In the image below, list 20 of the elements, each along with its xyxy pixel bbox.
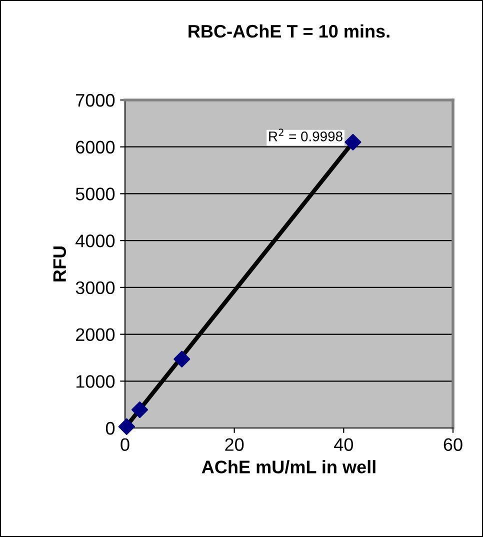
point <box>118 418 135 435</box>
x-tick-label: 60 <box>444 438 462 451</box>
x-tick-label: 40 <box>334 438 354 451</box>
x-axis-title: AChE mU/mL in well <box>202 460 376 474</box>
y-tick-label: 4000 <box>76 234 115 248</box>
x-tick-label: 0 <box>120 438 130 451</box>
point <box>344 134 362 150</box>
y-tick-label: 1000 <box>76 375 115 388</box>
y-tick-label: 2000 <box>76 328 115 342</box>
chart-title: RBC-AChE T = 10 mins. <box>188 24 390 38</box>
point <box>174 350 190 368</box>
y-axis-title: RFU <box>53 246 66 282</box>
y-tick-label: 0 <box>106 422 115 435</box>
y-tick-label: 5000 <box>76 188 115 200</box>
y-tick-label: 6000 <box>76 140 115 154</box>
x-tick-label: 20 <box>225 438 244 451</box>
y-tick-label: 7000 <box>76 94 115 107</box>
point <box>131 401 148 418</box>
annotation: R$^{2}$ = 0.9998 <box>269 128 342 142</box>
y-tick-label: 3000 <box>76 281 115 294</box>
